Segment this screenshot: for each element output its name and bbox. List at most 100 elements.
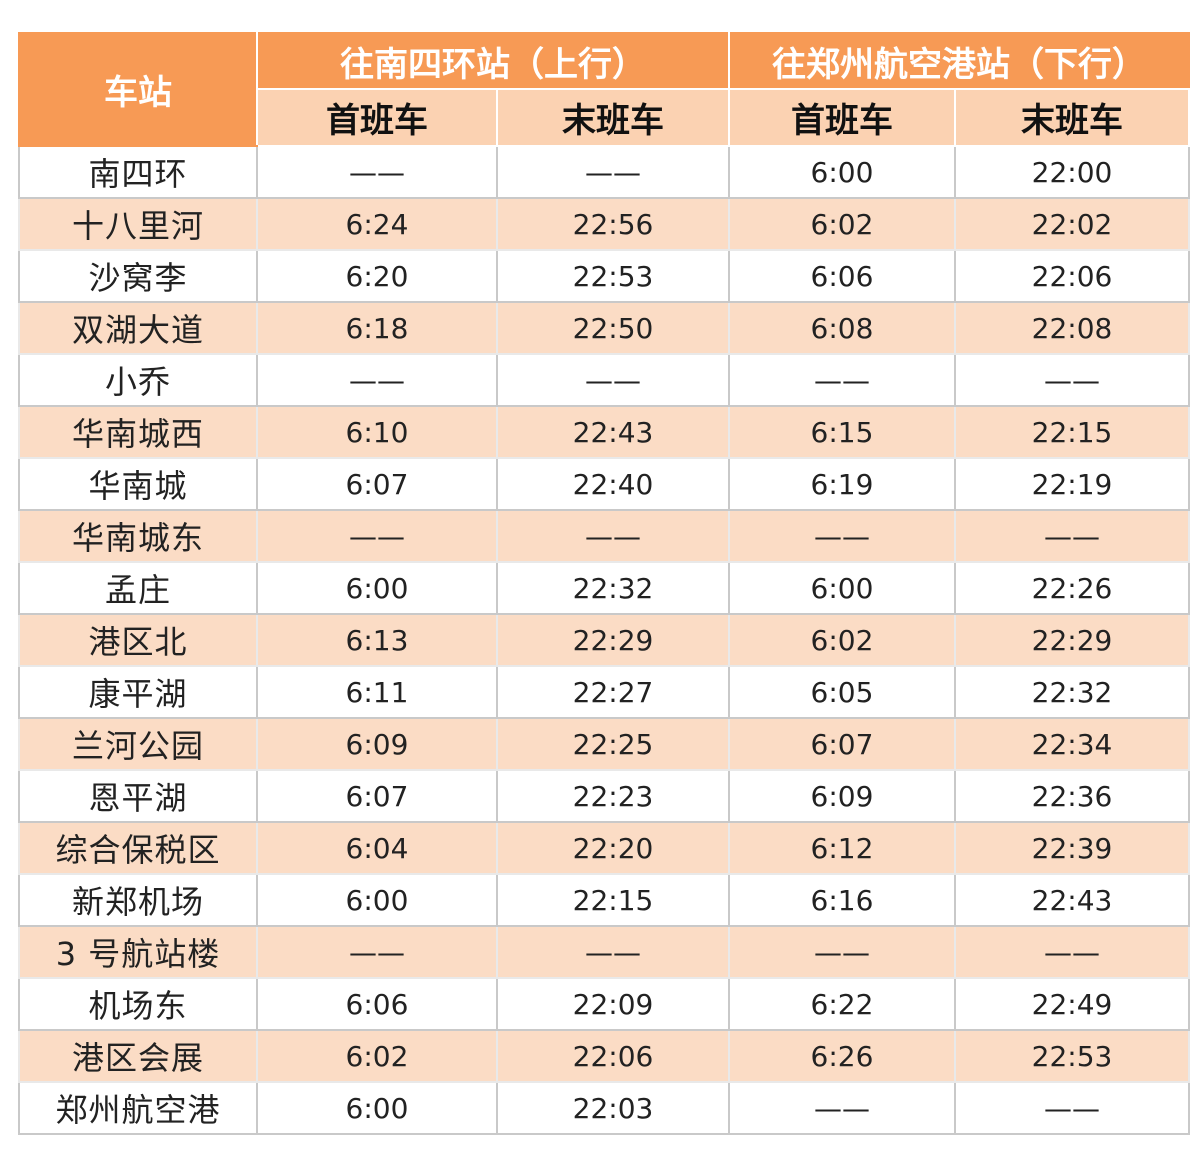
station-column-header: 车站: [18, 32, 258, 147]
down-last-train-cell: ——: [954, 1081, 1190, 1135]
up-first-train-cell: 6:13: [256, 613, 498, 667]
down-first-train-cell: 6:09: [728, 769, 956, 823]
up-last-train-cell: 22:40: [496, 457, 730, 511]
up-first-train-cell: ——: [256, 509, 498, 563]
down-first-train-cell: 6:15: [728, 405, 956, 459]
up-last-train-cell: 22:25: [496, 717, 730, 771]
up-first-train-cell: 6:06: [256, 977, 498, 1031]
station-cell: 郑州航空港: [18, 1081, 258, 1135]
station-cell: 港区会展: [18, 1029, 258, 1083]
up-first-train-cell: 6:09: [256, 717, 498, 771]
up-last-train-cell: ——: [496, 509, 730, 563]
down-last-train-cell: 22:02: [954, 197, 1190, 251]
down-last-train-header: 末班车: [954, 88, 1190, 147]
down-first-train-cell: ——: [728, 1081, 956, 1135]
station-cell: 康平湖: [18, 665, 258, 719]
up-first-train-cell: 6:07: [256, 769, 498, 823]
up-first-train-cell: ——: [256, 145, 498, 199]
table-row: 双湖大道 6:18 22:50 6:08 22:08: [18, 301, 1190, 355]
up-last-train-cell: 22:03: [496, 1081, 730, 1135]
down-last-train-cell: 22:08: [954, 301, 1190, 355]
up-first-train-cell: 6:00: [256, 1081, 498, 1135]
timetable: 车站 往南四环站（上行） 往郑州航空港站（下行） 首班车 末班车 首班车 末班车…: [18, 32, 1190, 1135]
down-last-train-cell: 22:19: [954, 457, 1190, 511]
up-first-train-cell: 6:00: [256, 561, 498, 615]
up-last-train-header: 末班车: [496, 88, 730, 147]
station-cell: 孟庄: [18, 561, 258, 615]
station-cell: 恩平湖: [18, 769, 258, 823]
station-cell: 华南城: [18, 457, 258, 511]
up-first-train-cell: 6:02: [256, 1029, 498, 1083]
down-last-train-cell: 22:15: [954, 405, 1190, 459]
down-first-train-cell: 6:19: [728, 457, 956, 511]
up-first-train-cell: ——: [256, 925, 498, 979]
down-last-train-cell: 22:29: [954, 613, 1190, 667]
table-row: 新郑机场 6:00 22:15 6:16 22:43: [18, 873, 1190, 927]
down-first-train-cell: 6:12: [728, 821, 956, 875]
down-last-train-cell: 22:00: [954, 145, 1190, 199]
down-last-train-cell: 22:53: [954, 1029, 1190, 1083]
station-cell: 3 号航站楼: [18, 925, 258, 979]
up-last-train-cell: 22:06: [496, 1029, 730, 1083]
station-cell: 双湖大道: [18, 301, 258, 355]
station-cell: 小乔: [18, 353, 258, 407]
down-first-train-cell: ——: [728, 353, 956, 407]
up-first-train-cell: 6:07: [256, 457, 498, 511]
down-last-train-cell: 22:34: [954, 717, 1190, 771]
up-last-train-cell: 22:29: [496, 613, 730, 667]
up-last-train-cell: 22:09: [496, 977, 730, 1031]
up-first-train-header: 首班车: [256, 88, 498, 147]
table-row: 南四环 —— —— 6:00 22:00: [18, 145, 1190, 199]
table-row: 郑州航空港 6:00 22:03 —— ——: [18, 1081, 1190, 1135]
station-cell: 南四环: [18, 145, 258, 199]
station-cell: 华南城东: [18, 509, 258, 563]
down-first-train-cell: 6:02: [728, 197, 956, 251]
up-first-train-cell: 6:20: [256, 249, 498, 303]
table-row: 小乔 —— —— —— ——: [18, 353, 1190, 407]
down-first-train-cell: 6:16: [728, 873, 956, 927]
down-first-train-cell: 6:00: [728, 145, 956, 199]
down-last-train-cell: 22:06: [954, 249, 1190, 303]
up-first-train-cell: 6:10: [256, 405, 498, 459]
down-last-train-cell: 22:32: [954, 665, 1190, 719]
up-first-train-cell: ——: [256, 353, 498, 407]
station-cell: 沙窝李: [18, 249, 258, 303]
down-first-train-cell: 6:26: [728, 1029, 956, 1083]
timetable-body: 南四环 —— —— 6:00 22:00 十八里河 6:24 22:56 6:02 22:02 沙窝…: [18, 145, 1190, 1135]
down-direction-header: 往郑州航空港站（下行）: [728, 32, 1190, 90]
down-last-train-cell: 22:49: [954, 977, 1190, 1031]
down-first-train-header: 首班车: [728, 88, 956, 147]
down-last-train-cell: ——: [954, 509, 1190, 563]
up-last-train-cell: ——: [496, 925, 730, 979]
up-last-train-cell: 22:53: [496, 249, 730, 303]
table-row: 港区会展 6:02 22:06 6:26 22:53: [18, 1029, 1190, 1083]
up-last-train-cell: 22:20: [496, 821, 730, 875]
table-row: 康平湖 6:11 22:27 6:05 22:32: [18, 665, 1190, 719]
station-cell: 机场东: [18, 977, 258, 1031]
station-cell: 十八里河: [18, 197, 258, 251]
up-last-train-cell: 22:56: [496, 197, 730, 251]
up-last-train-cell: 22:23: [496, 769, 730, 823]
up-last-train-cell: 22:32: [496, 561, 730, 615]
up-last-train-cell: 22:15: [496, 873, 730, 927]
table-row: 华南城 6:07 22:40 6:19 22:19: [18, 457, 1190, 511]
table-row: 兰河公园 6:09 22:25 6:07 22:34: [18, 717, 1190, 771]
down-last-train-cell: 22:43: [954, 873, 1190, 927]
station-cell: 兰河公园: [18, 717, 258, 771]
down-first-train-cell: ——: [728, 509, 956, 563]
up-last-train-cell: 22:27: [496, 665, 730, 719]
header-row-directions: 车站 往南四环站（上行） 往郑州航空港站（下行）: [18, 32, 1190, 147]
down-last-train-cell: ——: [954, 925, 1190, 979]
up-last-train-cell: ——: [496, 353, 730, 407]
table-row: 港区北 6:13 22:29 6:02 22:29: [18, 613, 1190, 667]
table-row: 恩平湖 6:07 22:23 6:09 22:36: [18, 769, 1190, 823]
down-first-train-cell: ——: [728, 925, 956, 979]
down-last-train-cell: 22:26: [954, 561, 1190, 615]
table-row: 华南城西 6:10 22:43 6:15 22:15: [18, 405, 1190, 459]
station-cell: 综合保税区: [18, 821, 258, 875]
up-first-train-cell: 6:24: [256, 197, 498, 251]
up-first-train-cell: 6:04: [256, 821, 498, 875]
down-last-train-cell: ——: [954, 353, 1190, 407]
station-cell: 华南城西: [18, 405, 258, 459]
down-last-train-cell: 22:36: [954, 769, 1190, 823]
